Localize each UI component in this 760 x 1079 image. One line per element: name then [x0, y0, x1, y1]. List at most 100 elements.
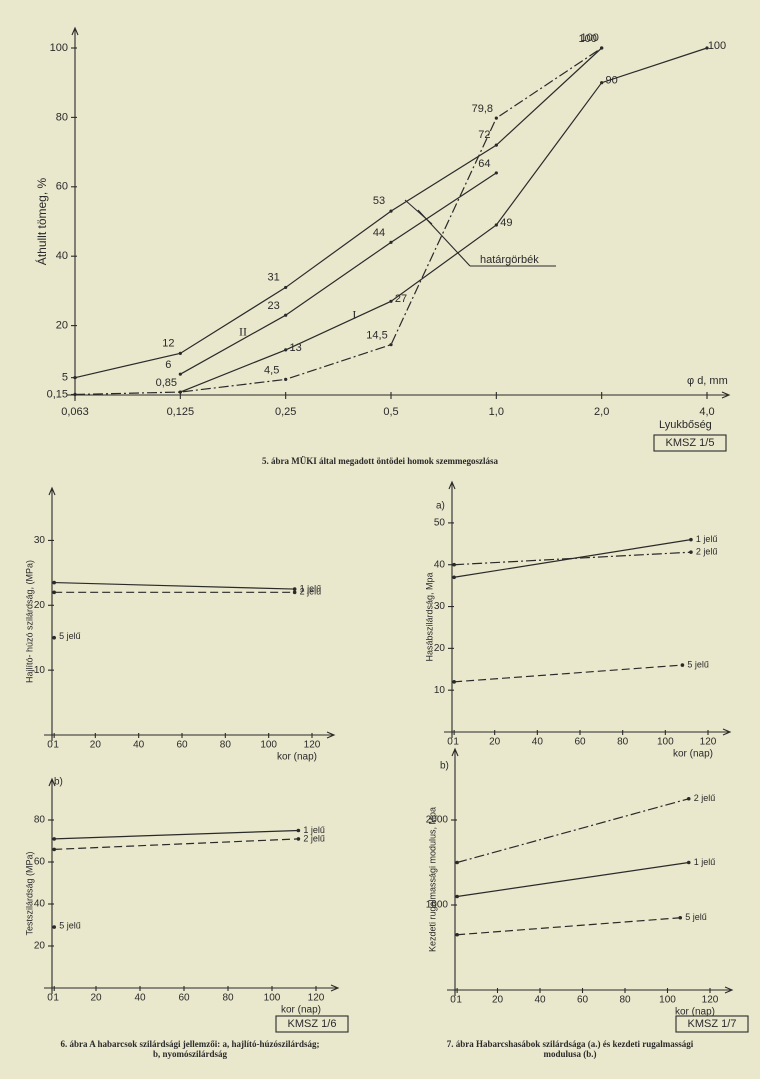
x-tick-label: 100 [657, 737, 674, 748]
data-label: 64 [478, 158, 490, 170]
x-tick-label: 60 [574, 737, 586, 748]
y-axis [451, 747, 459, 996]
x-tick-label: 120 [700, 737, 717, 748]
series-name: II [239, 324, 247, 338]
y-axis [48, 486, 56, 741]
data-label: 6 [165, 359, 171, 371]
y-axis-label: Hajlító- húzó szilárdság, (MPa) [24, 560, 34, 683]
series-name: 5 jelű [59, 920, 81, 930]
x-tick-label: 20 [90, 993, 102, 1004]
x-tick-label: 0 [47, 993, 53, 1004]
x-tick-label: 80 [220, 740, 232, 751]
x-axis-label: kor (nap) [281, 1005, 321, 1016]
y-axis [48, 777, 56, 994]
caption: 6. ábra A habarcsok szilárdsági jellemző… [60, 1039, 319, 1049]
x-axis-label: Lyukbőség [659, 419, 712, 431]
x-axis-label: kor (nap) [673, 749, 713, 760]
y-tick-label: 2000 [426, 815, 449, 826]
x-tick-label: 120 [702, 995, 719, 1006]
y-tick-label: 40 [56, 250, 68, 262]
data-label: 4,5 [264, 364, 279, 376]
series-name: 1 jelű [696, 534, 718, 544]
point [389, 343, 393, 347]
series-line [454, 551, 691, 566]
x-axis [67, 391, 731, 399]
point [292, 590, 297, 595]
series-name: 2 jelű [303, 833, 325, 843]
x-tick-label: 80 [222, 993, 234, 1004]
x-tick-label: 120 [308, 993, 325, 1004]
x-tick-label: 1 [53, 740, 59, 751]
series-line [456, 798, 689, 864]
panel-label: a) [436, 501, 445, 512]
point [52, 925, 56, 929]
point [52, 635, 56, 640]
series-line [454, 664, 683, 683]
caption: 7. ábra Habarcshasábok szilárdsága (a.) … [447, 1039, 694, 1049]
point [296, 837, 301, 841]
y-tick-label: 20 [56, 320, 68, 332]
y-tick-label: 50 [434, 518, 446, 529]
x-axis [44, 731, 336, 739]
y-tick-label: 30 [34, 535, 46, 546]
y-axis-label: Hasábszilárdság, Mpa [424, 572, 434, 661]
y-tick-label: 80 [56, 111, 68, 123]
series-name: 1 jelű [694, 857, 716, 867]
data-label: 27 [395, 293, 407, 305]
caption: 5. ábra MÜKI által megadott öntödei homo… [262, 456, 498, 466]
y-tick-label: 40 [34, 899, 46, 910]
x-tick-label: 40 [134, 993, 146, 1004]
data-label: 31 [268, 271, 280, 283]
y-tick-label: 5 [62, 372, 68, 384]
data-label: 100 [578, 33, 596, 45]
y-axis-label: Testszilárdság (MPa) [24, 851, 34, 935]
series-name: 2 jelű [694, 793, 716, 803]
stamp: KMSZ 1/5 [666, 437, 715, 449]
stamp: KMSZ 1/6 [288, 1018, 337, 1030]
data-label: 53 [373, 195, 385, 207]
x-tick-label: 0,063 [61, 406, 89, 418]
y-axis [448, 480, 456, 738]
y-tick-label: 0,15 [47, 388, 68, 400]
series-name: 1 jelű [303, 825, 325, 835]
x-axis-unit: φ d, mm [687, 375, 728, 387]
y-tick-label: 80 [34, 815, 46, 826]
x-tick-label: 60 [178, 993, 190, 1004]
data-label: 12 [162, 337, 174, 349]
data-label: 23 [268, 300, 280, 312]
x-tick-label: 40 [133, 740, 145, 751]
y-tick-label: 100 [50, 42, 68, 54]
x-axis [44, 984, 340, 992]
x-tick-label: 120 [304, 740, 321, 751]
x-tick-label: 80 [619, 995, 631, 1006]
series-name: I [352, 307, 356, 321]
x-tick-label: 40 [532, 737, 544, 748]
panel-label: b) [54, 777, 63, 788]
data-label: 72 [478, 129, 490, 141]
data-label: 49 [500, 217, 512, 229]
x-tick-label: 20 [492, 995, 504, 1006]
y-tick-label: 10 [434, 685, 446, 696]
series-line [54, 581, 295, 590]
data-label: 13 [290, 342, 302, 354]
series-name: 5 jelű [59, 631, 81, 641]
series-name: 2 jelű [300, 587, 322, 597]
x-tick-label: 20 [489, 737, 501, 748]
x-tick-label: 0,125 [167, 406, 195, 418]
data-label: 100 [580, 32, 598, 44]
x-axis-label: kor (nap) [277, 752, 317, 763]
x-tick-label: 40 [534, 995, 546, 1006]
x-tick-label: 1 [453, 737, 459, 748]
x-tick-label: 20 [90, 740, 102, 751]
series-line [457, 917, 681, 936]
point [296, 828, 301, 833]
series-line [54, 838, 299, 850]
data-label: 79,8 [472, 103, 493, 115]
data-label: 90 [606, 75, 618, 87]
x-tick-label: 2,0 [594, 406, 609, 418]
x-tick-label: 4,0 [699, 406, 714, 418]
data-label: 14,5 [366, 330, 387, 342]
stamp: KMSZ 1/7 [688, 1018, 737, 1030]
x-tick-label: 0 [47, 740, 53, 751]
